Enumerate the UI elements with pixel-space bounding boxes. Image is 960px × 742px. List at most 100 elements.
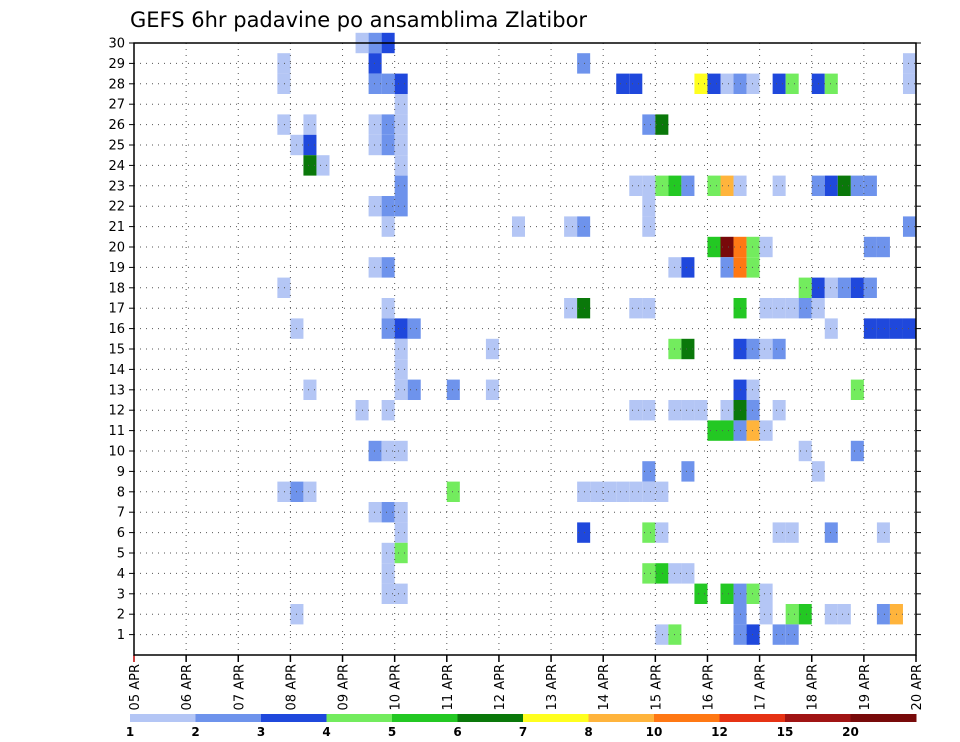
- heatmap-cell: [277, 481, 291, 502]
- heatmap-cell: [850, 277, 864, 298]
- heatmap-cell: [642, 522, 656, 543]
- heatmap-cell: [876, 236, 890, 258]
- heatmap-cell: [707, 420, 721, 441]
- y-tick-label: 1: [117, 628, 125, 643]
- heatmap-cell: [837, 277, 851, 298]
- y-tick-label: 4: [117, 567, 125, 582]
- y-tick-label: 26: [108, 118, 125, 133]
- heatmap-cell: [303, 481, 317, 502]
- heatmap-cell: [785, 604, 799, 625]
- heatmap-cell: [629, 298, 643, 319]
- heatmap-cell: [642, 114, 656, 135]
- heatmap-cell: [837, 175, 851, 196]
- heatmap-cell: [655, 114, 669, 135]
- colorbar-label: 6: [453, 725, 461, 739]
- colorbar-label: 10: [646, 725, 663, 739]
- x-tick-label: 20 APR: [910, 664, 925, 710]
- y-tick-label: 27: [108, 98, 125, 113]
- heatmap-cell: [746, 236, 760, 258]
- colorbar-label: 20: [842, 725, 859, 739]
- colorbar-swatch: [130, 714, 196, 722]
- y-tick-label: 15: [108, 343, 125, 358]
- heatmap-cell: [746, 400, 760, 421]
- y-tick-label: 10: [108, 445, 125, 460]
- y-tick-label: 22: [108, 200, 125, 215]
- heatmap-cell: [381, 542, 395, 564]
- colorbar-label: 1: [126, 725, 134, 739]
- heatmap-cell: [655, 624, 669, 645]
- heatmap-cell: [746, 73, 760, 94]
- y-tick-label: 12: [108, 404, 125, 419]
- heatmap-cell: [394, 94, 408, 115]
- heatmap-cell: [277, 277, 291, 298]
- heatmap-cell: [642, 400, 656, 421]
- heatmap-cell: [746, 624, 760, 645]
- heatmap-cell: [629, 481, 643, 502]
- heatmap-cell: [381, 318, 395, 339]
- heatmap-cell: [394, 134, 408, 156]
- heatmap-cell: [772, 338, 786, 360]
- heatmap-cell: [850, 379, 864, 400]
- heatmap-cell: [746, 420, 760, 441]
- heatmap-cell: [394, 359, 408, 380]
- colorbar-swatch: [457, 714, 524, 722]
- y-tick-label: 21: [108, 220, 125, 235]
- y-tick-label: 17: [108, 302, 125, 317]
- colorbar-swatch: [392, 714, 458, 722]
- heatmap-cell: [681, 175, 695, 196]
- heatmap-cell: [303, 155, 317, 176]
- heatmap-cell: [694, 73, 708, 94]
- heatmap-cell: [850, 175, 864, 196]
- heatmap-cell: [642, 481, 656, 502]
- heatmap-cell: [577, 522, 591, 543]
- heatmap-cell: [876, 604, 890, 625]
- heatmap-cell: [772, 522, 786, 543]
- heatmap-cell: [381, 440, 395, 462]
- gridlines: [134, 42, 916, 655]
- colorbar-swatch: [588, 714, 655, 722]
- heatmap-cell: [707, 175, 721, 196]
- heatmap-cell: [759, 604, 773, 625]
- colorbar-swatch: [654, 714, 720, 722]
- heatmap-cell: [824, 175, 838, 196]
- heatmap-cell: [876, 318, 890, 339]
- heatmap-cell: [681, 400, 695, 421]
- colorbar-swatch: [719, 714, 786, 722]
- heatmap-cell: [681, 338, 695, 360]
- y-tick-label: 23: [108, 179, 125, 194]
- y-tick-label: 13: [108, 383, 125, 398]
- heatmap-cell: [277, 73, 291, 94]
- y-tick-label: 28: [108, 77, 125, 92]
- heatmap-cell: [277, 53, 291, 74]
- heatmap-cell: [394, 542, 408, 564]
- heatmap-cell: [694, 583, 708, 604]
- heatmap-cell: [720, 420, 734, 441]
- heatmap-cell: [316, 155, 330, 176]
- heatmap-cell: [642, 175, 656, 196]
- y-tick-label: 7: [117, 506, 125, 521]
- heatmap-cells: [277, 32, 916, 645]
- heatmap-cell: [824, 522, 838, 543]
- heatmap-cell: [485, 379, 499, 400]
- colorbar-swatch: [850, 714, 917, 722]
- heatmap-cell: [394, 379, 408, 400]
- y-tick-label: 30: [108, 37, 125, 52]
- heatmap-cell: [629, 73, 643, 94]
- heatmap-cell: [642, 563, 656, 584]
- colorbar-label: 8: [584, 725, 592, 739]
- heatmap-cell: [394, 114, 408, 135]
- heatmap-cell: [798, 440, 812, 462]
- y-tick-label: 16: [108, 322, 125, 337]
- heatmap-cell: [824, 604, 838, 625]
- y-tick-label: 18: [108, 281, 125, 296]
- x-tick-label: 07 APR: [232, 664, 247, 710]
- heatmap-cell: [707, 73, 721, 94]
- heatmap-cell: [381, 196, 395, 217]
- heatmap-cell: [564, 298, 578, 319]
- heatmap-cell: [407, 379, 421, 400]
- heatmap-cell: [368, 114, 382, 135]
- heatmap-cell: [720, 400, 734, 421]
- colorbar-swatch: [785, 714, 851, 722]
- y-tick-label: 8: [117, 485, 125, 500]
- heatmap-cell: [681, 257, 695, 278]
